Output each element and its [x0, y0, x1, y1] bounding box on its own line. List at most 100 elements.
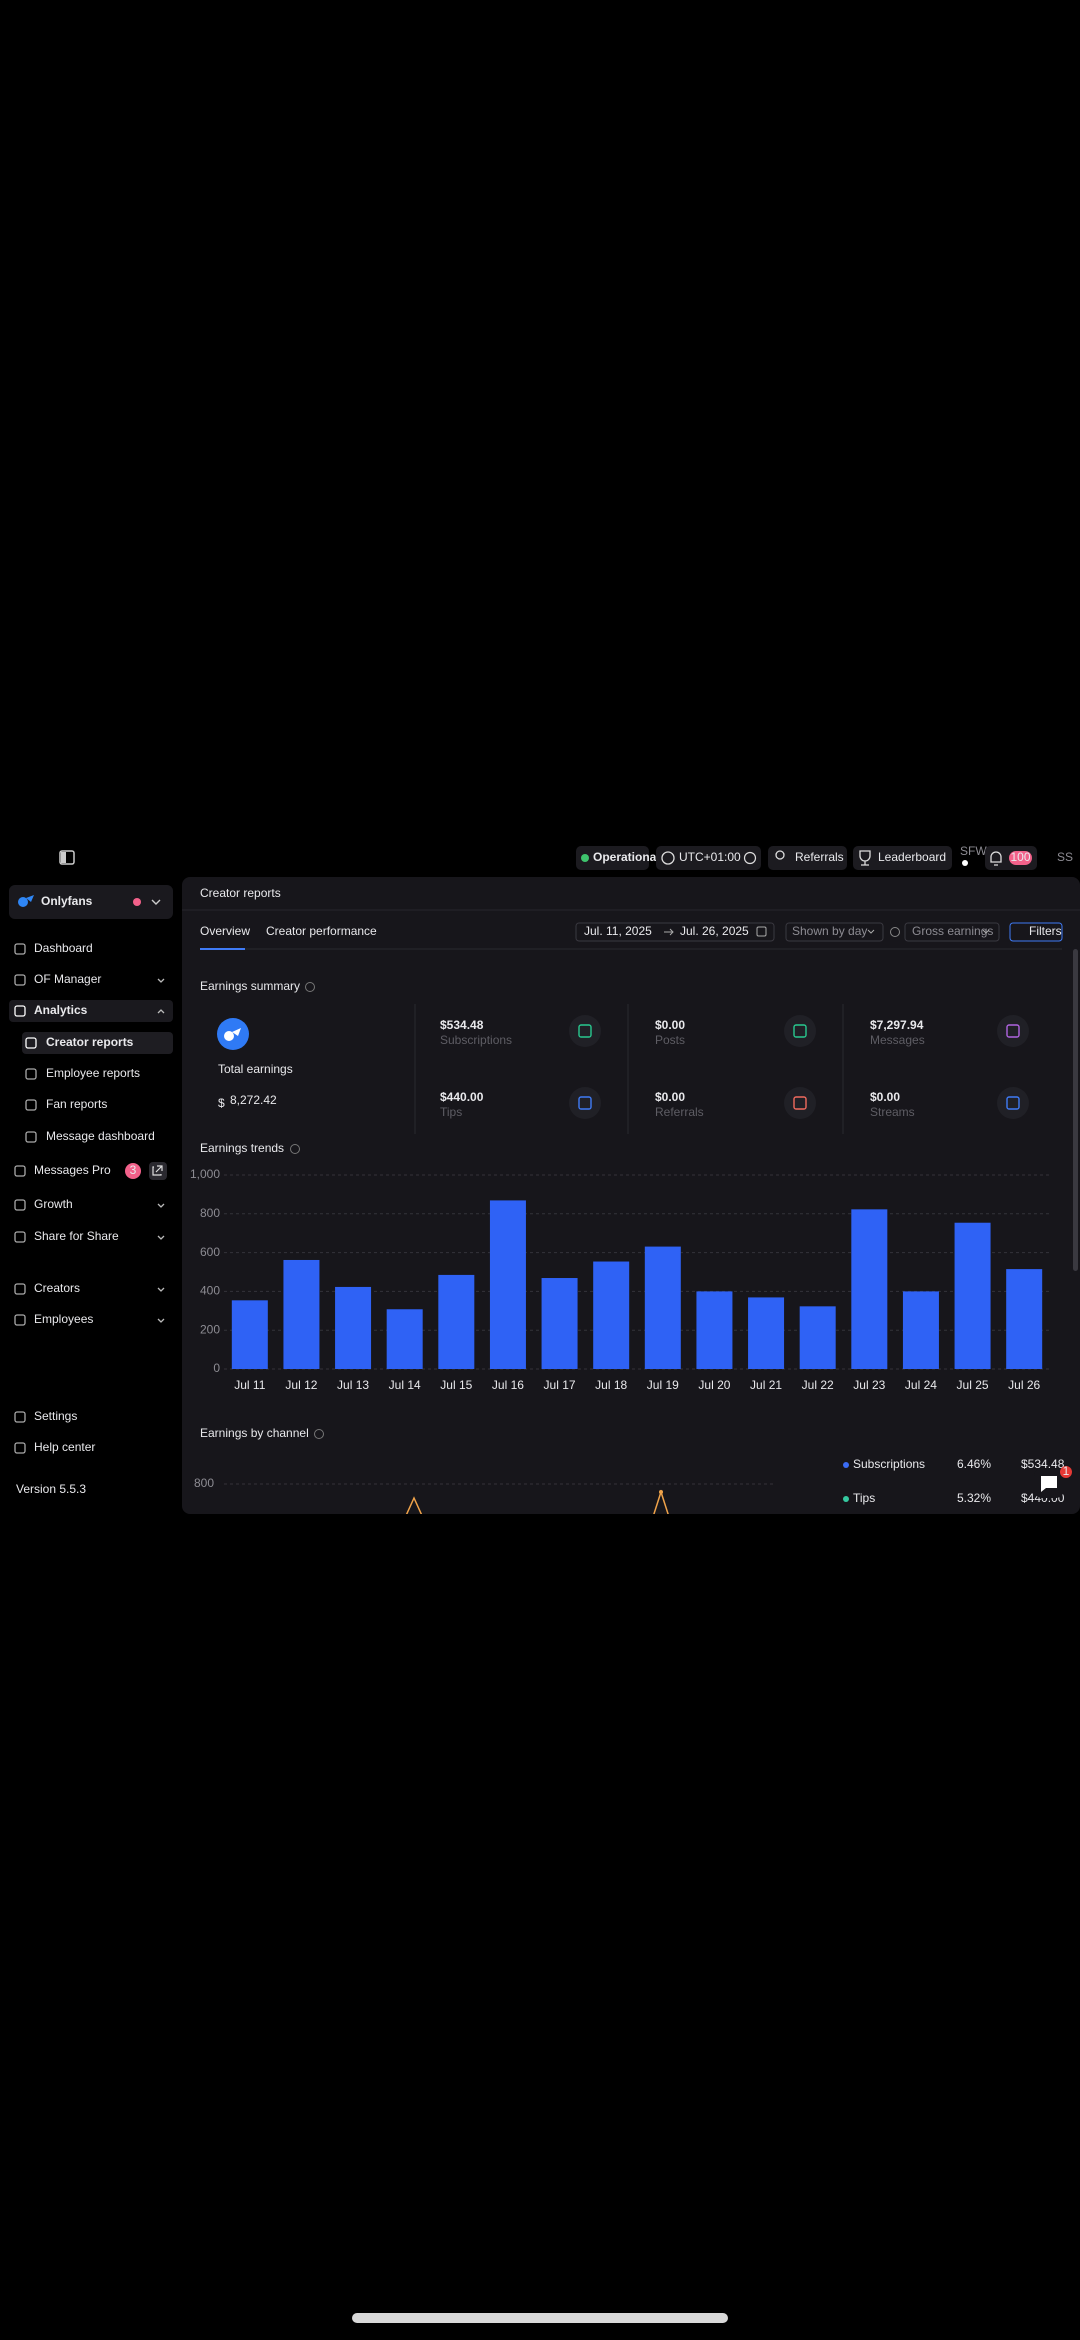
chat-badge — [1060, 1466, 1072, 1478]
timezone-pill[interactable] — [656, 846, 761, 870]
label: Onlyfans — [41, 894, 93, 908]
stat-icon-bg — [569, 1087, 601, 1119]
nav-chevron — [157, 1009, 165, 1014]
y-tick-label: 800 — [194, 1476, 214, 1490]
y-tick-label: 1,000 — [190, 1167, 220, 1181]
bar — [593, 1261, 630, 1369]
x-tick-label: Jul 17 — [544, 1378, 576, 1392]
bar — [335, 1286, 372, 1369]
legend-share: 5.32% — [957, 1491, 991, 1505]
nav-icon — [14, 1411, 26, 1423]
nav-item[interactable]: Fan reports — [46, 1097, 107, 1111]
x-tick-label: Jul 15 — [440, 1378, 472, 1392]
nav-item[interactable]: OF Manager — [34, 972, 101, 986]
filters-button[interactable] — [1009, 922, 1063, 942]
tab[interactable]: Overview — [200, 924, 250, 938]
nav-icon — [14, 1199, 26, 1211]
filters[interactable]: Filters — [1029, 924, 1062, 938]
label: UTC+01:00 — [679, 850, 741, 864]
label: Jul. 26, 2025 — [680, 924, 749, 938]
nav-item[interactable]: Messages Pro — [34, 1163, 111, 1177]
account-select[interactable] — [9, 885, 173, 919]
nav-item[interactable]: Help center — [34, 1440, 95, 1454]
stat-icon — [578, 1024, 592, 1038]
stat-label: Tips — [440, 1105, 462, 1119]
bar — [1006, 1269, 1043, 1369]
bar — [748, 1297, 785, 1369]
stat-label: Posts — [655, 1033, 685, 1047]
bar — [696, 1291, 733, 1369]
legend-share: 6.46% — [957, 1457, 991, 1471]
account-logo — [17, 895, 34, 908]
x-tick-label: Jul 12 — [285, 1378, 317, 1392]
toggle-inner — [61, 852, 66, 863]
label: Version 5.5.3 — [16, 1482, 86, 1496]
stat-label: Subscriptions — [440, 1033, 512, 1047]
referrals-pill[interactable] — [768, 846, 847, 870]
nav-item[interactable]: Message dashboard — [46, 1129, 155, 1143]
notification-badge — [1009, 851, 1032, 865]
stat-icon-bg — [784, 1087, 816, 1119]
y-tick-label: 200 — [200, 1322, 220, 1336]
date-range[interactable] — [575, 922, 775, 942]
info-icon — [743, 851, 757, 865]
nav-item[interactable]: Dashboard — [34, 941, 93, 955]
nav-item[interactable]: Analytics — [34, 1003, 88, 1017]
nav-item[interactable]: Creator reports — [46, 1035, 134, 1049]
info — [890, 927, 900, 937]
nav-item[interactable]: Share for Share — [34, 1229, 119, 1243]
stat-icon — [578, 1096, 592, 1110]
bar — [386, 1309, 423, 1369]
nav-icon — [25, 1037, 37, 1049]
leaderboard[interactable]: Leaderboard — [878, 850, 946, 864]
stat-icon-bg — [569, 1015, 601, 1047]
metric-select[interactable] — [904, 922, 1000, 942]
nav-chevron — [157, 978, 165, 983]
home-indicator — [352, 2313, 728, 2323]
nav-item[interactable]: Employees — [34, 1312, 93, 1326]
sfw-dot — [962, 860, 968, 866]
nav-item[interactable]: Employee reports — [46, 1066, 140, 1080]
leaderboard-pill[interactable] — [853, 846, 952, 870]
x-tick-label: Jul 19 — [647, 1378, 679, 1392]
nav-chevron — [157, 1318, 165, 1323]
nav-icon — [14, 1283, 26, 1295]
status-pill[interactable] — [576, 846, 649, 870]
external-icon — [152, 1165, 163, 1176]
nav-chevron — [157, 1287, 165, 1292]
nav-item[interactable]: Growth — [34, 1197, 73, 1211]
bell-icon — [990, 851, 1002, 866]
referrals[interactable]: Referrals — [795, 850, 844, 864]
grouping-select[interactable] — [785, 922, 884, 942]
legend-dot — [843, 1462, 849, 1468]
nav-item[interactable]: Creators — [34, 1281, 80, 1295]
account-chevron — [151, 899, 161, 905]
stat-value: $440.00 — [440, 1090, 484, 1104]
main-panel — [182, 877, 1080, 1514]
label: 3 — [130, 1163, 137, 1177]
label: Total earnings — [218, 1062, 293, 1076]
label: 100 — [1010, 850, 1030, 864]
y-tick-label: 0 — [213, 1361, 220, 1375]
stat-icon — [793, 1024, 807, 1038]
external-link[interactable] — [149, 1162, 167, 1180]
bar — [438, 1274, 475, 1369]
stat-value: $534.48 — [440, 1018, 484, 1032]
nav-icon — [14, 1165, 26, 1177]
scrollbar — [1073, 949, 1078, 1271]
tab[interactable]: Creator performance — [266, 924, 377, 938]
stat-value: $0.00 — [870, 1090, 900, 1104]
legend-dot — [843, 1496, 849, 1502]
bar — [231, 1300, 268, 1369]
x-tick-label: Jul 26 — [1008, 1378, 1040, 1392]
x-tick-label: Jul 18 — [595, 1378, 627, 1392]
range-arrow — [664, 928, 674, 936]
nav-icon — [14, 1005, 26, 1017]
info — [314, 1429, 324, 1439]
stat-icon-bg — [997, 1087, 1029, 1119]
chat-badge-count: 1 — [1063, 1464, 1070, 1478]
sidebar-toggle[interactable] — [59, 850, 75, 865]
nav-icon — [14, 943, 26, 955]
x-tick-label: Jul 25 — [957, 1378, 989, 1392]
nav-item[interactable]: Settings — [34, 1409, 77, 1423]
